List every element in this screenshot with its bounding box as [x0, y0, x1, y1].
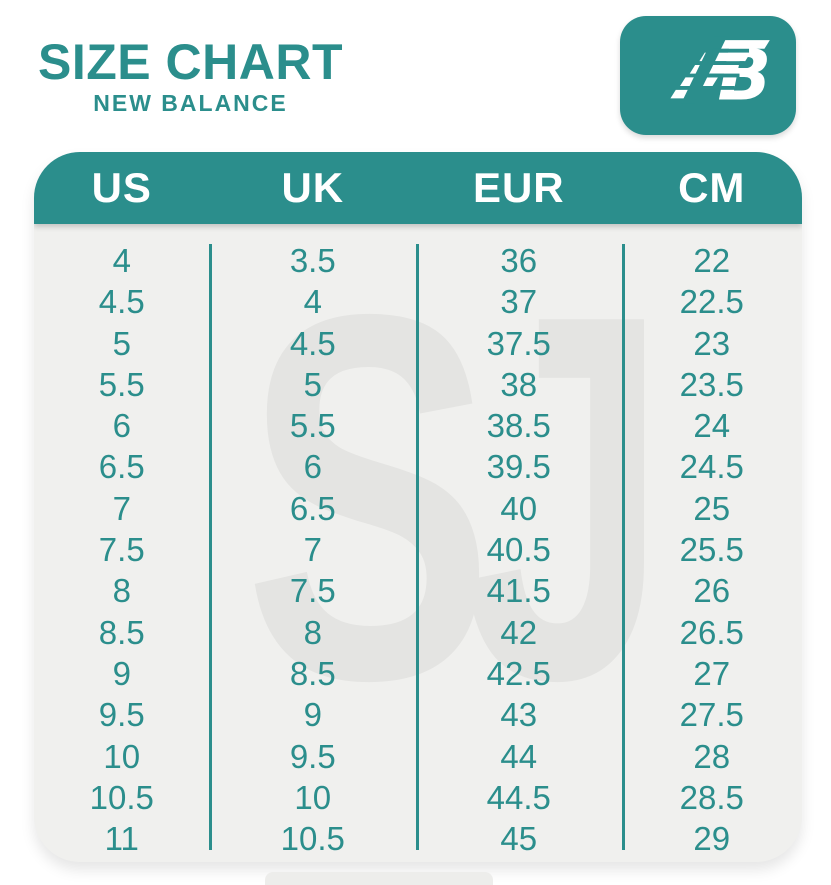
column-header-us: US [91, 164, 152, 211]
size-cell-cm-row12: 27.5 [679, 696, 744, 734]
size-cell-eur-row10: 42 [500, 613, 538, 651]
size-cell-cm-row10: 26.5 [679, 613, 744, 651]
size-cell-uk-row9: 7.5 [289, 572, 336, 610]
size-cell-uk-row15: 10.5 [280, 820, 345, 858]
bottom-watermark-fragment [265, 872, 493, 885]
size-cell-us-row9: 8 [112, 572, 131, 610]
size-cell-us-row6: 6.5 [98, 448, 145, 486]
size-chart-card: SJ US UK EUR CM 4 3.5 36 22 4.5 4 37 22.5 5 4.5 37.5 2… [34, 152, 802, 862]
size-cell-cm-row1: 22 [693, 242, 731, 279]
size-cell-cm-row11: 27 [693, 654, 731, 692]
size-cell-eur-row3: 37.5 [486, 324, 551, 362]
page-title: SIZE CHART [38, 34, 343, 90]
size-cell-us-row15: 11 [104, 820, 139, 858]
size-cell-us-row10: 8.5 [98, 613, 145, 651]
size-cell-us-row14: 10.5 [89, 778, 154, 816]
size-cell-eur-row2: 37 [500, 283, 538, 321]
size-cell-us-row1: 4 [112, 242, 131, 279]
nb-monogram-icon: B [670, 33, 771, 116]
size-cell-eur-row11: 42.5 [486, 654, 551, 692]
size-cell-us-row2: 4.5 [98, 283, 145, 321]
size-cell-eur-row13: 44 [500, 737, 538, 775]
table-body: 4 3.5 36 22 4.5 4 37 22.5 5 4.5 37.5 23 5.5 5 38 23.5 6 5… [34, 224, 802, 862]
page-subtitle: NEW BALANCE [93, 89, 288, 116]
size-cell-us-row12: 9.5 [98, 696, 145, 734]
size-cell-uk-row5: 5.5 [289, 407, 336, 445]
size-cell-us-row8: 7.5 [98, 531, 145, 569]
size-cell-cm-row4: 23.5 [679, 365, 744, 403]
size-cell-uk-row1: 3.5 [289, 242, 336, 279]
size-cell-cm-row5: 24 [693, 407, 731, 445]
size-cell-eur-row12: 43 [500, 696, 538, 734]
size-cell-cm-row15: 29 [693, 820, 731, 858]
size-cell-us-row7: 7 [112, 489, 131, 527]
column-header-uk: UK [281, 164, 345, 211]
column-divider [209, 244, 213, 850]
size-cell-eur-row7: 40 [500, 489, 538, 527]
size-cell-us-row3: 5 [112, 324, 131, 362]
size-cell-cm-row7: 25 [693, 489, 731, 527]
size-cell-eur-row4: 38 [500, 365, 538, 403]
size-cell-cm-row14: 28.5 [679, 778, 744, 816]
size-cell-us-row4: 5.5 [98, 365, 145, 403]
size-cell-cm-row13: 28 [693, 737, 731, 775]
column-header-cm: CM [678, 164, 746, 211]
size-cell-us-row5: 6 [112, 407, 131, 445]
size-cell-eur-row1: 36 [500, 242, 538, 279]
size-cell-eur-row8: 40.5 [486, 531, 551, 569]
size-cell-uk-row3: 4.5 [289, 324, 336, 362]
column-header-eur: EUR [472, 164, 565, 211]
size-cell-cm-row2: 22.5 [679, 283, 744, 321]
column-divider [416, 244, 420, 850]
size-cell-uk-row13: 9.5 [289, 737, 336, 775]
size-cell-cm-row9: 26 [693, 572, 731, 610]
size-cell-cm-row6: 24.5 [679, 448, 744, 486]
size-cell-uk-row2: 4 [303, 283, 322, 321]
size-cell-uk-row11: 8.5 [289, 654, 336, 692]
size-cell-us-row11: 9 [112, 654, 131, 692]
size-cell-uk-row4: 5 [303, 365, 322, 403]
size-cell-eur-row15: 45 [500, 820, 538, 858]
size-cell-eur-row5: 38.5 [486, 407, 551, 445]
size-cell-uk-row6: 6 [303, 448, 322, 486]
watermark-text: SJ [244, 207, 670, 788]
size-cell-us-row13: 10 [103, 737, 141, 775]
new-balance-logo: B [620, 16, 796, 135]
size-cell-uk-row12: 9 [303, 696, 322, 734]
size-cell-eur-row6: 39.5 [486, 448, 551, 486]
size-cell-uk-row10: 8 [303, 613, 322, 651]
size-cell-eur-row14: 44.5 [486, 778, 551, 816]
table-header-row: US UK EUR CM [34, 152, 802, 224]
size-cell-uk-row7: 6.5 [289, 489, 336, 527]
n-diagonal-notch [681, 36, 728, 104]
size-cell-cm-row8: 25.5 [679, 531, 744, 569]
size-cell-cm-row3: 23 [693, 324, 731, 362]
size-cell-uk-row14: 10 [294, 778, 332, 816]
title-block: SIZE CHART NEW BALANCE [38, 36, 343, 117]
size-cell-eur-row9: 41.5 [486, 572, 551, 610]
size-cell-uk-row8: 7 [303, 531, 322, 569]
column-divider [621, 244, 625, 850]
